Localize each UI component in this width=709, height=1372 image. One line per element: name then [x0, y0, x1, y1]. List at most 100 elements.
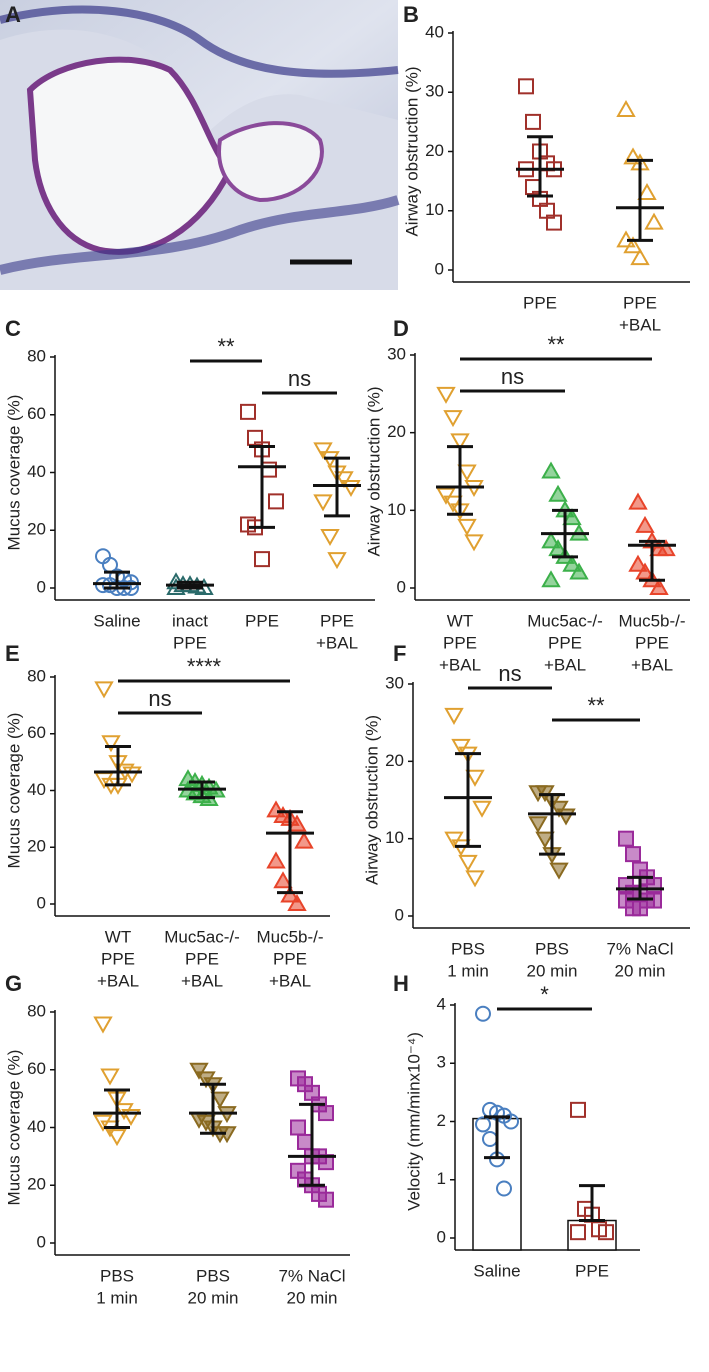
data-point	[464, 534, 484, 552]
y-tick-label: 80	[27, 346, 46, 365]
y-tick-label: 0	[395, 905, 404, 924]
y-tick-label: 20	[27, 837, 46, 856]
x-tick-label: +BAL	[269, 971, 311, 990]
x-tick-label: 20 min	[614, 961, 665, 980]
data-point	[254, 551, 270, 568]
panel: A	[5, 2, 21, 27]
x-tick-label: PPE	[575, 1261, 609, 1280]
y-tick-label: 3	[437, 1053, 446, 1072]
x-tick-label: PBS	[451, 939, 485, 958]
panel: H 0 1 2 3 4 Velocity (mm/minx10⁻⁴) Saline PPE *	[393, 971, 640, 1280]
x-tick-label: 7% NaCl	[278, 1266, 345, 1285]
x-tick-label: +BAL	[316, 633, 358, 652]
y-tick-label: 20	[27, 520, 46, 539]
data-point	[318, 1105, 334, 1122]
x-tick-label: PPE	[548, 633, 582, 652]
x-tick-label: PPE	[635, 633, 669, 652]
y-axis-label: Mucus coverage (%)	[4, 1050, 23, 1206]
data-point	[266, 851, 286, 869]
data-point	[570, 1101, 586, 1118]
data-point	[210, 1091, 230, 1109]
data-point	[101, 735, 121, 753]
data-point	[562, 508, 582, 526]
y-tick-label: 30	[387, 344, 406, 363]
data-point	[189, 1062, 209, 1080]
data-point	[616, 100, 636, 118]
data-point	[458, 854, 478, 872]
panel-letter: C	[5, 316, 21, 341]
data-point	[450, 433, 470, 451]
y-tick-label: 2	[437, 1111, 446, 1130]
data-point	[475, 1005, 491, 1022]
significance-label: **	[217, 334, 235, 359]
y-tick-label: 20	[425, 141, 444, 160]
data-point	[548, 539, 568, 557]
data-point	[546, 214, 562, 231]
data-point	[644, 212, 664, 230]
x-tick-label: 20 min	[526, 961, 577, 980]
y-tick-label: 0	[435, 259, 444, 278]
data-point	[457, 518, 477, 536]
x-tick-label: PPE	[101, 949, 135, 968]
data-point	[290, 1119, 306, 1136]
y-tick-label: 60	[27, 1059, 46, 1078]
significance-label: *	[540, 982, 549, 1007]
significance-label: ns	[148, 686, 171, 711]
y-tick-label: 30	[425, 82, 444, 101]
panel-letter: G	[5, 971, 22, 996]
x-tick-label: 1 min	[447, 961, 489, 980]
x-tick-label: 20 min	[187, 1288, 238, 1307]
x-tick-label: 1 min	[96, 1288, 138, 1307]
y-tick-label: 10	[385, 828, 404, 847]
data-point	[541, 570, 561, 588]
data-point	[625, 846, 641, 863]
x-tick-label: +BAL	[631, 655, 673, 674]
y-tick-label: 80	[27, 1001, 46, 1020]
data-point	[646, 892, 662, 909]
y-axis-label: Airway obstruction (%)	[362, 715, 381, 885]
x-tick-label: PBS	[100, 1266, 134, 1285]
data-point	[475, 1116, 491, 1133]
x-tick-label: Muc5ac-/-	[527, 611, 603, 630]
data-point	[628, 554, 648, 572]
data-point	[618, 830, 634, 847]
data-point	[457, 464, 477, 482]
data-point	[122, 766, 142, 784]
x-tick-label: 20 min	[286, 1288, 337, 1307]
data-point	[287, 814, 307, 832]
data-point	[313, 442, 333, 460]
data-point	[630, 248, 650, 266]
x-tick-label: PPE	[185, 949, 219, 968]
y-tick-label: 60	[27, 404, 46, 423]
x-tick-label: 7% NaCl	[606, 939, 673, 958]
data-point	[528, 816, 548, 834]
panel: G 0 20 40 60 80 Mucus coverage (%) PBS 1 min PBS 2…	[4, 971, 350, 1307]
y-tick-label: 40	[27, 462, 46, 481]
y-tick-label: 60	[27, 723, 46, 742]
panel: D 0 10 20 30 Airway obstruction (%) WT PPE +BAL M…	[364, 316, 690, 674]
x-tick-label: Saline	[473, 1261, 520, 1280]
panel-letter: B	[403, 2, 419, 27]
data-point	[436, 386, 456, 404]
x-tick-label: PPE	[245, 611, 279, 630]
panel: E 0 20 40 60 80 Mucus coverage (%) WT PPE +BAL Muc…	[4, 641, 330, 990]
data-point	[598, 1224, 614, 1241]
significance-label: ns	[498, 661, 521, 686]
data-point	[341, 479, 361, 497]
y-tick-label: 20	[387, 422, 406, 441]
x-tick-label: PPE	[443, 633, 477, 652]
data-point	[261, 461, 277, 478]
data-point	[297, 1133, 313, 1150]
y-tick-label: 30	[385, 673, 404, 692]
data-point	[93, 1114, 113, 1132]
x-tick-label: Muc5b-/-	[618, 611, 685, 630]
data-point	[623, 147, 643, 165]
data-point	[623, 236, 643, 254]
data-point	[240, 403, 256, 420]
data-point	[548, 484, 568, 502]
data-point	[525, 113, 541, 130]
data-point	[93, 1016, 113, 1034]
data-point	[100, 1068, 120, 1086]
data-point	[444, 707, 464, 725]
